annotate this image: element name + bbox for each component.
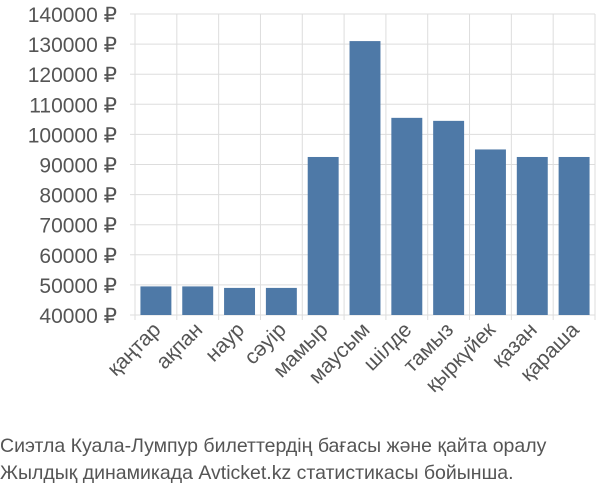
bar-1: [140, 286, 172, 315]
y-tick-label: 110000 ₽: [29, 94, 117, 117]
y-tick-label: 140000 ₽: [28, 4, 117, 27]
caption-line-1: Сиэтла Куала-Лумпур билеттердің бағасы ж…: [0, 435, 547, 457]
y-axis-ticks: 40000 ₽ 50000 ₽ 60000 ₽ 70000 ₽ 80000 ₽ 90000…: [28, 4, 117, 328]
bar-7: [391, 117, 423, 315]
x-tick-label: ақпан: [152, 318, 208, 374]
bar-chart: 40000 ₽ 50000 ₽ 60000 ₽ 70000 ₽ 80000 ₽ 90000…: [28, 4, 596, 397]
y-tick-label: 120000 ₽: [28, 64, 117, 87]
y-tick-label: 80000 ₽: [39, 185, 117, 208]
x-axis-ticks: қаңтарақпаннаурсәуірмамырмаусымшілдетамы…: [103, 318, 584, 397]
bar-9: [474, 149, 506, 315]
bar-6: [349, 41, 381, 316]
y-tick-label: 130000 ₽: [28, 34, 117, 57]
y-tick-label: 40000 ₽: [39, 305, 117, 328]
bar-4: [265, 287, 297, 315]
y-tick-label: 100000 ₽: [28, 124, 117, 147]
bar-5: [307, 156, 339, 315]
y-tick-label: 70000 ₽: [39, 215, 117, 238]
bar-2: [182, 286, 214, 315]
x-tick-label: наур: [201, 318, 249, 366]
bar-11: [558, 156, 590, 315]
bar-8: [433, 120, 465, 315]
y-tick-label: 90000 ₽: [39, 155, 117, 178]
y-tick-label: 50000 ₽: [39, 275, 117, 298]
caption-line-2: Жылдық динамикада Avticket.kz статистика…: [0, 462, 514, 484]
bar-3: [224, 287, 256, 315]
grid-lines: [130, 13, 596, 320]
bars: [140, 41, 590, 316]
y-tick-label: 60000 ₽: [39, 245, 117, 268]
bar-10: [516, 156, 548, 315]
